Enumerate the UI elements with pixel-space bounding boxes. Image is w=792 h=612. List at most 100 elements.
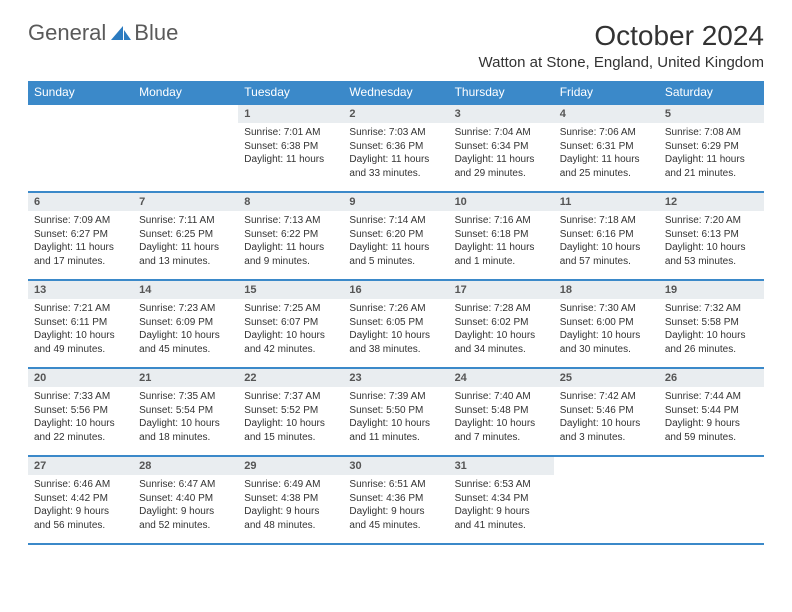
- sunrise-line: Sunrise: 7:09 AM: [34, 214, 127, 228]
- daylight-line: Daylight: 10 hours and 34 minutes.: [455, 329, 548, 356]
- calendar-cell: 8Sunrise: 7:13 AMSunset: 6:22 PMDaylight…: [238, 192, 343, 280]
- day-number: 9: [343, 193, 448, 211]
- day-number: 19: [659, 281, 764, 299]
- calendar-cell: 13Sunrise: 7:21 AMSunset: 6:11 PMDayligh…: [28, 280, 133, 368]
- daylight-line: Daylight: 9 hours and 59 minutes.: [665, 417, 758, 444]
- daylight-line: Daylight: 11 hours and 33 minutes.: [349, 153, 442, 180]
- calendar-cell: 24Sunrise: 7:40 AMSunset: 5:48 PMDayligh…: [449, 368, 554, 456]
- sunrise-line: Sunrise: 7:40 AM: [455, 390, 548, 404]
- calendar-cell: 18Sunrise: 7:30 AMSunset: 6:00 PMDayligh…: [554, 280, 659, 368]
- sunset-line: Sunset: 6:07 PM: [244, 316, 337, 330]
- day-details: Sunrise: 6:51 AMSunset: 4:36 PMDaylight:…: [343, 475, 448, 535]
- day-number: 21: [133, 369, 238, 387]
- day-details: Sunrise: 7:28 AMSunset: 6:02 PMDaylight:…: [449, 299, 554, 359]
- calendar-cell: 17Sunrise: 7:28 AMSunset: 6:02 PMDayligh…: [449, 280, 554, 368]
- daylight-line: Daylight: 10 hours and 11 minutes.: [349, 417, 442, 444]
- sunset-line: Sunset: 4:40 PM: [139, 492, 232, 506]
- day-details: Sunrise: 7:18 AMSunset: 6:16 PMDaylight:…: [554, 211, 659, 271]
- sunset-line: Sunset: 4:42 PM: [34, 492, 127, 506]
- weekday-header: Saturday: [659, 81, 764, 104]
- day-number: 23: [343, 369, 448, 387]
- calendar-cell: 9Sunrise: 7:14 AMSunset: 6:20 PMDaylight…: [343, 192, 448, 280]
- daylight-line: Daylight: 10 hours and 18 minutes.: [139, 417, 232, 444]
- sunrise-line: Sunrise: 7:08 AM: [665, 126, 758, 140]
- calendar-cell: 1Sunrise: 7:01 AMSunset: 6:38 PMDaylight…: [238, 104, 343, 192]
- day-details: Sunrise: 7:35 AMSunset: 5:54 PMDaylight:…: [133, 387, 238, 447]
- sunrise-line: Sunrise: 7:33 AM: [34, 390, 127, 404]
- sunrise-line: Sunrise: 7:20 AM: [665, 214, 758, 228]
- sunset-line: Sunset: 6:20 PM: [349, 228, 442, 242]
- header: General Blue October 2024 Watton at Ston…: [28, 20, 764, 77]
- day-details: Sunrise: 7:44 AMSunset: 5:44 PMDaylight:…: [659, 387, 764, 447]
- title-block: October 2024 Watton at Stone, England, U…: [479, 20, 764, 77]
- sunset-line: Sunset: 6:34 PM: [455, 140, 548, 154]
- calendar-cell: 10Sunrise: 7:16 AMSunset: 6:18 PMDayligh…: [449, 192, 554, 280]
- day-number: 22: [238, 369, 343, 387]
- weekday-header: Tuesday: [238, 81, 343, 104]
- daylight-line: Daylight: 11 hours and 9 minutes.: [244, 241, 337, 268]
- sunrise-line: Sunrise: 7:26 AM: [349, 302, 442, 316]
- calendar-cell: 16Sunrise: 7:26 AMSunset: 6:05 PMDayligh…: [343, 280, 448, 368]
- daylight-line: Daylight: 10 hours and 49 minutes.: [34, 329, 127, 356]
- sunset-line: Sunset: 6:02 PM: [455, 316, 548, 330]
- daylight-line: Daylight: 9 hours and 52 minutes.: [139, 505, 232, 532]
- day-details: Sunrise: 6:49 AMSunset: 4:38 PMDaylight:…: [238, 475, 343, 535]
- sunrise-line: Sunrise: 7:30 AM: [560, 302, 653, 316]
- calendar-table: SundayMondayTuesdayWednesdayThursdayFrid…: [28, 81, 764, 545]
- day-number: 2: [343, 105, 448, 123]
- logo-sail-icon: [109, 24, 133, 42]
- day-details: Sunrise: 7:08 AMSunset: 6:29 PMDaylight:…: [659, 123, 764, 183]
- daylight-line: Daylight: 9 hours and 41 minutes.: [455, 505, 548, 532]
- day-number: 24: [449, 369, 554, 387]
- calendar-row: 6Sunrise: 7:09 AMSunset: 6:27 PMDaylight…: [28, 192, 764, 280]
- calendar-cell: 11Sunrise: 7:18 AMSunset: 6:16 PMDayligh…: [554, 192, 659, 280]
- daylight-line: Daylight: 10 hours and 30 minutes.: [560, 329, 653, 356]
- sunrise-line: Sunrise: 7:37 AM: [244, 390, 337, 404]
- sunrise-line: Sunrise: 7:18 AM: [560, 214, 653, 228]
- calendar-cell-empty: [659, 456, 764, 544]
- month-year: October 2024: [479, 20, 764, 52]
- day-number: 15: [238, 281, 343, 299]
- day-details: Sunrise: 7:42 AMSunset: 5:46 PMDaylight:…: [554, 387, 659, 447]
- day-number: 7: [133, 193, 238, 211]
- sunrise-line: Sunrise: 7:01 AM: [244, 126, 337, 140]
- daylight-line: Daylight: 10 hours and 26 minutes.: [665, 329, 758, 356]
- daylight-line: Daylight: 11 hours and 21 minutes.: [665, 153, 758, 180]
- day-number: 8: [238, 193, 343, 211]
- sunset-line: Sunset: 5:56 PM: [34, 404, 127, 418]
- calendar-row: 13Sunrise: 7:21 AMSunset: 6:11 PMDayligh…: [28, 280, 764, 368]
- sunset-line: Sunset: 5:52 PM: [244, 404, 337, 418]
- sunrise-line: Sunrise: 7:42 AM: [560, 390, 653, 404]
- day-details: Sunrise: 7:11 AMSunset: 6:25 PMDaylight:…: [133, 211, 238, 271]
- day-details: Sunrise: 7:25 AMSunset: 6:07 PMDaylight:…: [238, 299, 343, 359]
- day-details: Sunrise: 7:39 AMSunset: 5:50 PMDaylight:…: [343, 387, 448, 447]
- sunset-line: Sunset: 5:58 PM: [665, 316, 758, 330]
- daylight-line: Daylight: 10 hours and 38 minutes.: [349, 329, 442, 356]
- calendar-cell: 26Sunrise: 7:44 AMSunset: 5:44 PMDayligh…: [659, 368, 764, 456]
- daylight-line: Daylight: 9 hours and 56 minutes.: [34, 505, 127, 532]
- calendar-cell: 21Sunrise: 7:35 AMSunset: 5:54 PMDayligh…: [133, 368, 238, 456]
- sunset-line: Sunset: 4:34 PM: [455, 492, 548, 506]
- day-details: Sunrise: 7:06 AMSunset: 6:31 PMDaylight:…: [554, 123, 659, 183]
- weekday-header: Friday: [554, 81, 659, 104]
- sunset-line: Sunset: 6:36 PM: [349, 140, 442, 154]
- day-details: Sunrise: 7:14 AMSunset: 6:20 PMDaylight:…: [343, 211, 448, 271]
- day-details: Sunrise: 7:03 AMSunset: 6:36 PMDaylight:…: [343, 123, 448, 183]
- calendar-cell: 25Sunrise: 7:42 AMSunset: 5:46 PMDayligh…: [554, 368, 659, 456]
- daylight-line: Daylight: 11 hours and 29 minutes.: [455, 153, 548, 180]
- day-number: 29: [238, 457, 343, 475]
- day-number: 6: [28, 193, 133, 211]
- weekday-header: Monday: [133, 81, 238, 104]
- day-details: Sunrise: 7:04 AMSunset: 6:34 PMDaylight:…: [449, 123, 554, 183]
- calendar-row: 1Sunrise: 7:01 AMSunset: 6:38 PMDaylight…: [28, 104, 764, 192]
- weekday-header: Thursday: [449, 81, 554, 104]
- day-details: Sunrise: 7:30 AMSunset: 6:00 PMDaylight:…: [554, 299, 659, 359]
- calendar-cell: 28Sunrise: 6:47 AMSunset: 4:40 PMDayligh…: [133, 456, 238, 544]
- sunset-line: Sunset: 6:31 PM: [560, 140, 653, 154]
- day-number: 11: [554, 193, 659, 211]
- sunrise-line: Sunrise: 7:11 AM: [139, 214, 232, 228]
- sunrise-line: Sunrise: 7:35 AM: [139, 390, 232, 404]
- sunset-line: Sunset: 4:38 PM: [244, 492, 337, 506]
- sunset-line: Sunset: 6:38 PM: [244, 140, 337, 154]
- daylight-line: Daylight: 11 hours and 1 minute.: [455, 241, 548, 268]
